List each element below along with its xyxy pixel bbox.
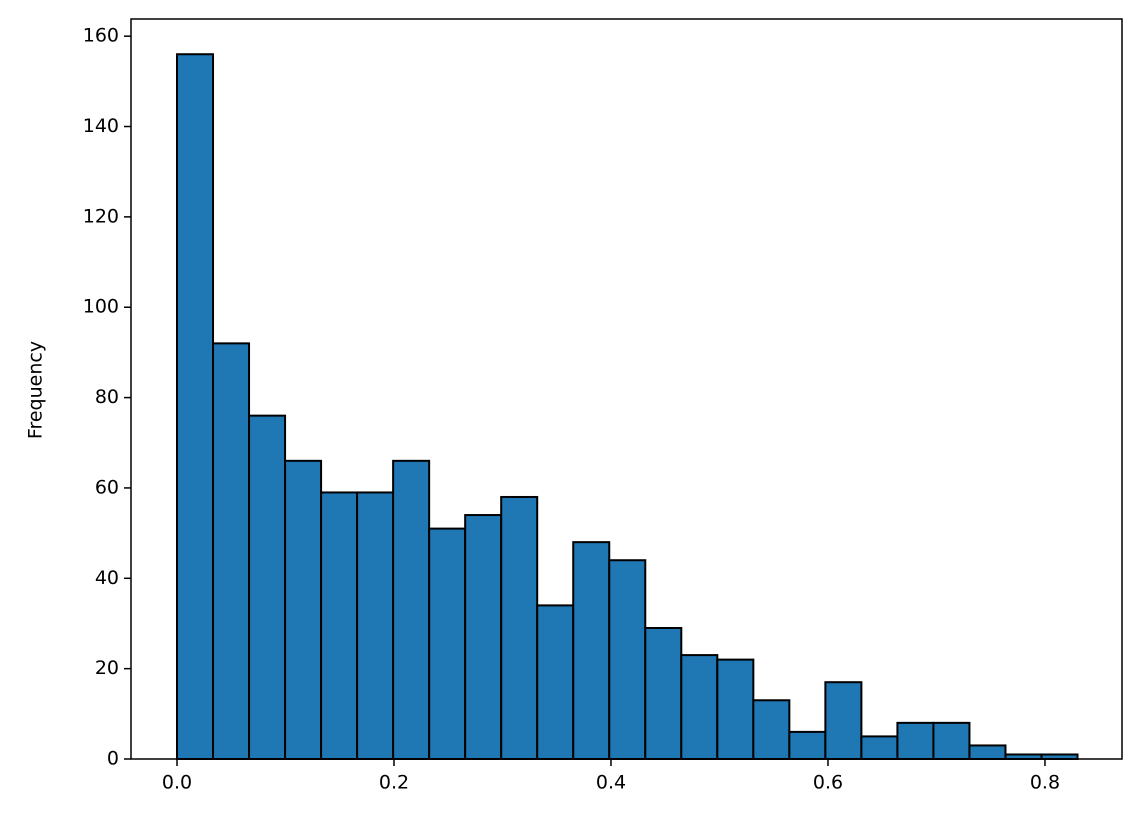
bar: [428, 527, 467, 760]
y-tick-label: 100: [83, 296, 119, 318]
bar: [356, 491, 395, 760]
bar: [284, 459, 323, 760]
bar: [860, 735, 899, 761]
y-tick-label: 80: [95, 386, 119, 408]
x-tick-label: 0.0: [162, 772, 192, 794]
y-tick-label: 60: [95, 476, 119, 498]
bar: [212, 342, 251, 760]
bar: [500, 495, 539, 760]
bar: [608, 559, 647, 760]
plot-frame: [130, 18, 1123, 760]
x-tick-label: 0.8: [1030, 772, 1060, 794]
bar: [896, 721, 935, 760]
bar: [680, 654, 719, 760]
bar: [968, 744, 1007, 761]
y-tick-label: 120: [83, 205, 119, 227]
bar: [572, 541, 611, 761]
bar: [392, 459, 431, 760]
bar: [176, 53, 215, 760]
bar: [320, 491, 359, 760]
bar: [464, 514, 503, 760]
y-tick-label: 160: [83, 25, 119, 47]
y-tick-label: 0: [107, 748, 119, 770]
x-tick-label: 0.2: [379, 772, 409, 794]
y-tick-label: 20: [95, 657, 119, 679]
bar: [644, 626, 683, 760]
y-tick-label: 140: [83, 115, 119, 137]
bar: [536, 604, 575, 761]
x-tick-label: 0.4: [596, 772, 626, 794]
y-axis-label: Frequency: [25, 341, 47, 439]
bar: [716, 658, 755, 760]
x-tick-label: 0.6: [813, 772, 843, 794]
bar: [788, 730, 827, 761]
y-tick-label: 40: [95, 567, 119, 589]
bar: [932, 721, 971, 760]
bar: [752, 699, 791, 760]
bar: [248, 414, 287, 760]
bar: [824, 681, 863, 761]
